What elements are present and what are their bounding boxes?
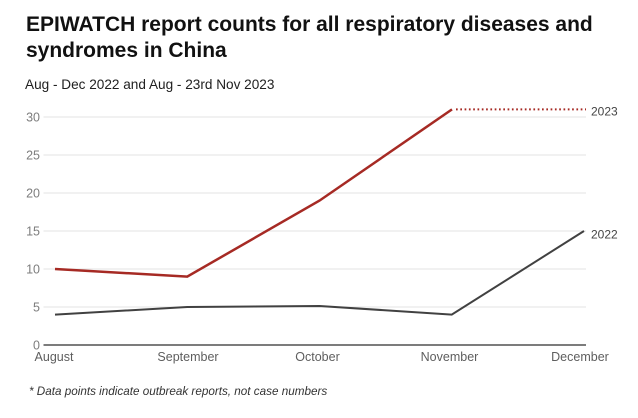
svg-text:November: November [421, 350, 479, 364]
svg-text:15: 15 [26, 225, 40, 239]
svg-text:October: October [295, 350, 339, 364]
svg-text:September: September [157, 350, 218, 364]
svg-text:August: August [35, 350, 74, 364]
svg-text:30: 30 [26, 111, 40, 125]
svg-text:2023: 2023 [591, 105, 618, 119]
svg-text:5: 5 [33, 301, 40, 315]
svg-text:10: 10 [26, 263, 40, 277]
svg-text:20: 20 [26, 187, 40, 201]
svg-text:2022: 2022 [591, 227, 618, 241]
svg-text:0: 0 [33, 339, 40, 353]
svg-text:December: December [551, 350, 609, 364]
svg-text:25: 25 [26, 149, 40, 163]
